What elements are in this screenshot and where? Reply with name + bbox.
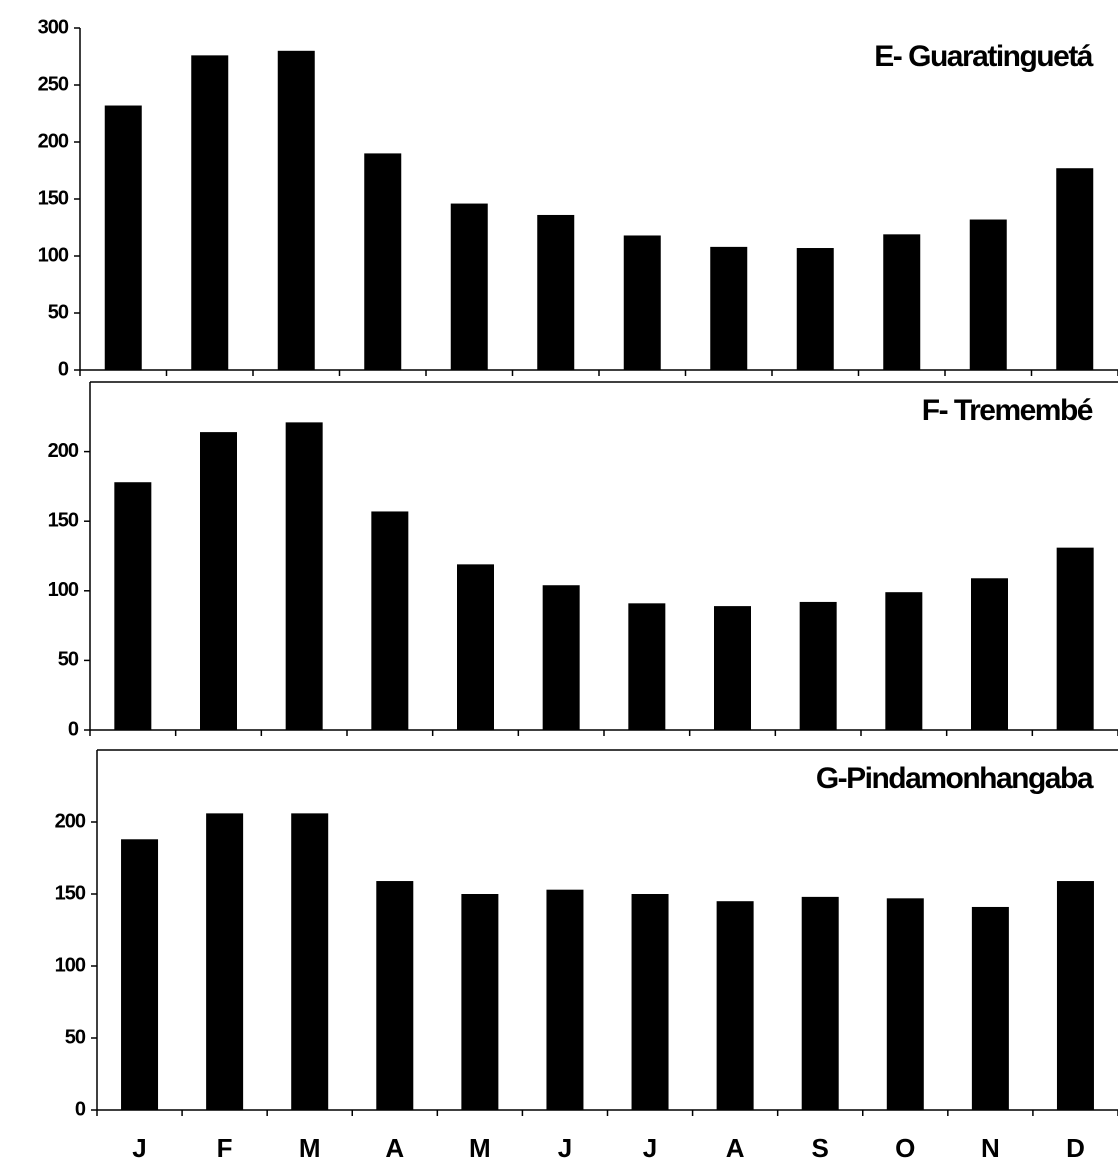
bar [628,603,666,730]
x-tick-label: J [643,1133,657,1163]
bar [285,422,323,730]
y-tick-label: 50 [58,649,79,671]
bar [971,906,1009,1110]
bar [104,105,142,371]
x-tick-label: S [812,1133,829,1163]
bar [623,235,661,370]
y-tick-label: 100 [48,579,79,601]
bar [1056,547,1094,730]
bar [1056,168,1094,370]
bar [121,839,159,1110]
bar [710,246,748,370]
x-tick-label: A [385,1133,404,1163]
y-tick-label: 200 [48,440,79,462]
bar [191,55,229,371]
bar [200,432,237,730]
bar [364,153,402,370]
bar [971,578,1008,730]
y-tick-label: 0 [68,718,79,740]
bar [885,592,923,730]
x-tick-label: A [726,1133,745,1163]
y-tick-label: 100 [55,954,86,976]
bar [716,901,754,1110]
y-tick-label: 200 [55,810,86,832]
y-tick-label: 250 [38,73,69,95]
x-tick-label: N [981,1133,1000,1163]
y-tick-label: 150 [55,882,86,904]
bar [277,50,315,371]
bar [799,601,837,730]
bar [114,482,152,730]
y-tick-label: 0 [58,358,69,380]
x-tick-label: M [469,1133,491,1163]
y-tick-label: 0 [75,1098,86,1120]
y-tick-label: 150 [38,187,69,209]
x-tick-label: D [1066,1133,1085,1163]
x-tick-label: J [558,1133,572,1163]
y-tick-label: 150 [48,509,79,531]
bar [450,203,488,370]
y-tick-label: 200 [38,130,69,152]
bar [1056,881,1094,1110]
bar [714,606,751,730]
bar [631,894,669,1110]
y-tick-label: 50 [65,1026,86,1048]
bar [461,894,499,1110]
bar [883,234,921,370]
bar [796,248,834,370]
bar [969,219,1007,370]
y-tick-label: 300 [38,16,69,38]
chart-title: G-Pindamonhangaba [816,762,1094,795]
bar [371,511,409,730]
bar [542,585,580,730]
bar [801,896,839,1110]
bar [376,881,414,1110]
y-tick-label: 100 [38,244,69,266]
bar [886,898,924,1110]
x-tick-label: M [299,1133,321,1163]
bar [291,813,329,1110]
bar [457,564,494,730]
chart-title: F- Tremembé [922,394,1093,427]
bar [537,214,575,370]
x-tick-label: J [132,1133,146,1163]
x-tick-label: O [895,1133,915,1163]
x-tick-label: F [217,1133,233,1163]
y-tick-label: 50 [48,301,69,323]
bar [206,813,244,1110]
chart-title: E- Guaratinguetá [874,40,1094,73]
bar [546,889,584,1110]
